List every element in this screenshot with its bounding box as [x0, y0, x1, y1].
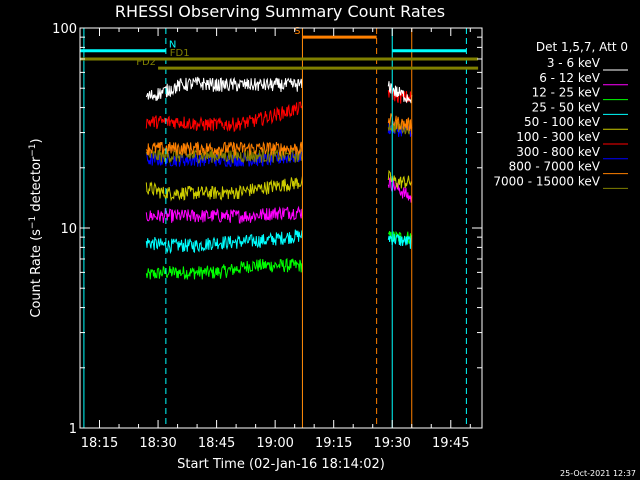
- flag-label-fd1: FD1: [170, 48, 190, 59]
- series-line-9-segment-1: [145, 147, 303, 164]
- legend-item-5: 50 - 100 keV: [524, 115, 601, 129]
- y-axis-label-sup2: −1: [28, 143, 38, 156]
- series-line-4-segment-1: [145, 229, 303, 255]
- x-tick-label-1: 18:15: [81, 436, 118, 451]
- y-axis-label-main: Count Rate (s: [29, 229, 44, 318]
- y-axis-label-sup1: −1: [28, 216, 38, 229]
- y-axis-label: Count Rate (s−1 detector−1): [28, 138, 44, 317]
- legend-title: Det 1,5,7, Att 0: [536, 40, 628, 54]
- legend-item-9: 7000 - 15000 keV: [493, 174, 600, 188]
- x-tick-label-6: 19:30: [373, 436, 410, 451]
- legend-item-8: 800 - 7000 keV: [509, 160, 601, 174]
- flag-label-fd2: FD2: [136, 57, 156, 68]
- series-line-1-segment-1: [145, 76, 303, 101]
- x-tick-label-3: 18:45: [198, 436, 235, 451]
- series-line-2-segment-1: [145, 205, 303, 224]
- legend-item-1: 3 - 6 keV: [547, 56, 601, 70]
- series-line-8-segment-1: [145, 141, 303, 157]
- chart-title: RHESSI Observing Summary Count Rates: [115, 2, 445, 21]
- generated-timestamp: 25-Oct-2021 12:37: [560, 469, 636, 478]
- flag-label-n: N: [169, 40, 176, 51]
- legend-item-7: 300 - 800 keV: [516, 145, 600, 159]
- legend-item-2: 6 - 12 keV: [539, 71, 601, 85]
- y-axis-label-mid: detector: [29, 156, 44, 216]
- y-tick-label-2: 10: [60, 222, 77, 237]
- series-line-5-segment-1: [145, 175, 303, 202]
- y-ticks: 1 10 100: [52, 22, 482, 437]
- x-tick-label-2: 18:30: [139, 436, 176, 451]
- x-tick-label-5: 19:15: [315, 436, 352, 451]
- y-axis-label-end: ): [29, 138, 44, 143]
- legend-item-4: 25 - 50 keV: [532, 100, 601, 114]
- legend-item-3: 12 - 25 keV: [532, 86, 601, 100]
- vertical-lines-layer: [83, 28, 467, 428]
- flag-label-s: S: [294, 26, 300, 37]
- x-axis-label: Start Time (02-Jan-16 18:14:02): [177, 457, 385, 472]
- y-tick-label-1: 1: [69, 422, 77, 437]
- y-tick-label-3: 100: [52, 22, 77, 37]
- x-tick-label-7: 19:45: [432, 436, 469, 451]
- series-layer: [145, 76, 413, 280]
- legend-item-6: 100 - 300 keV: [516, 130, 600, 144]
- series-line-6-segment-1: [145, 101, 303, 133]
- x-ticks: 18:15 18:30 18:45 19:00 19:15 19:30 19:45: [79, 28, 471, 451]
- x-tick-label-4: 19:00: [256, 436, 293, 451]
- series-line-3-segment-1: [145, 258, 303, 280]
